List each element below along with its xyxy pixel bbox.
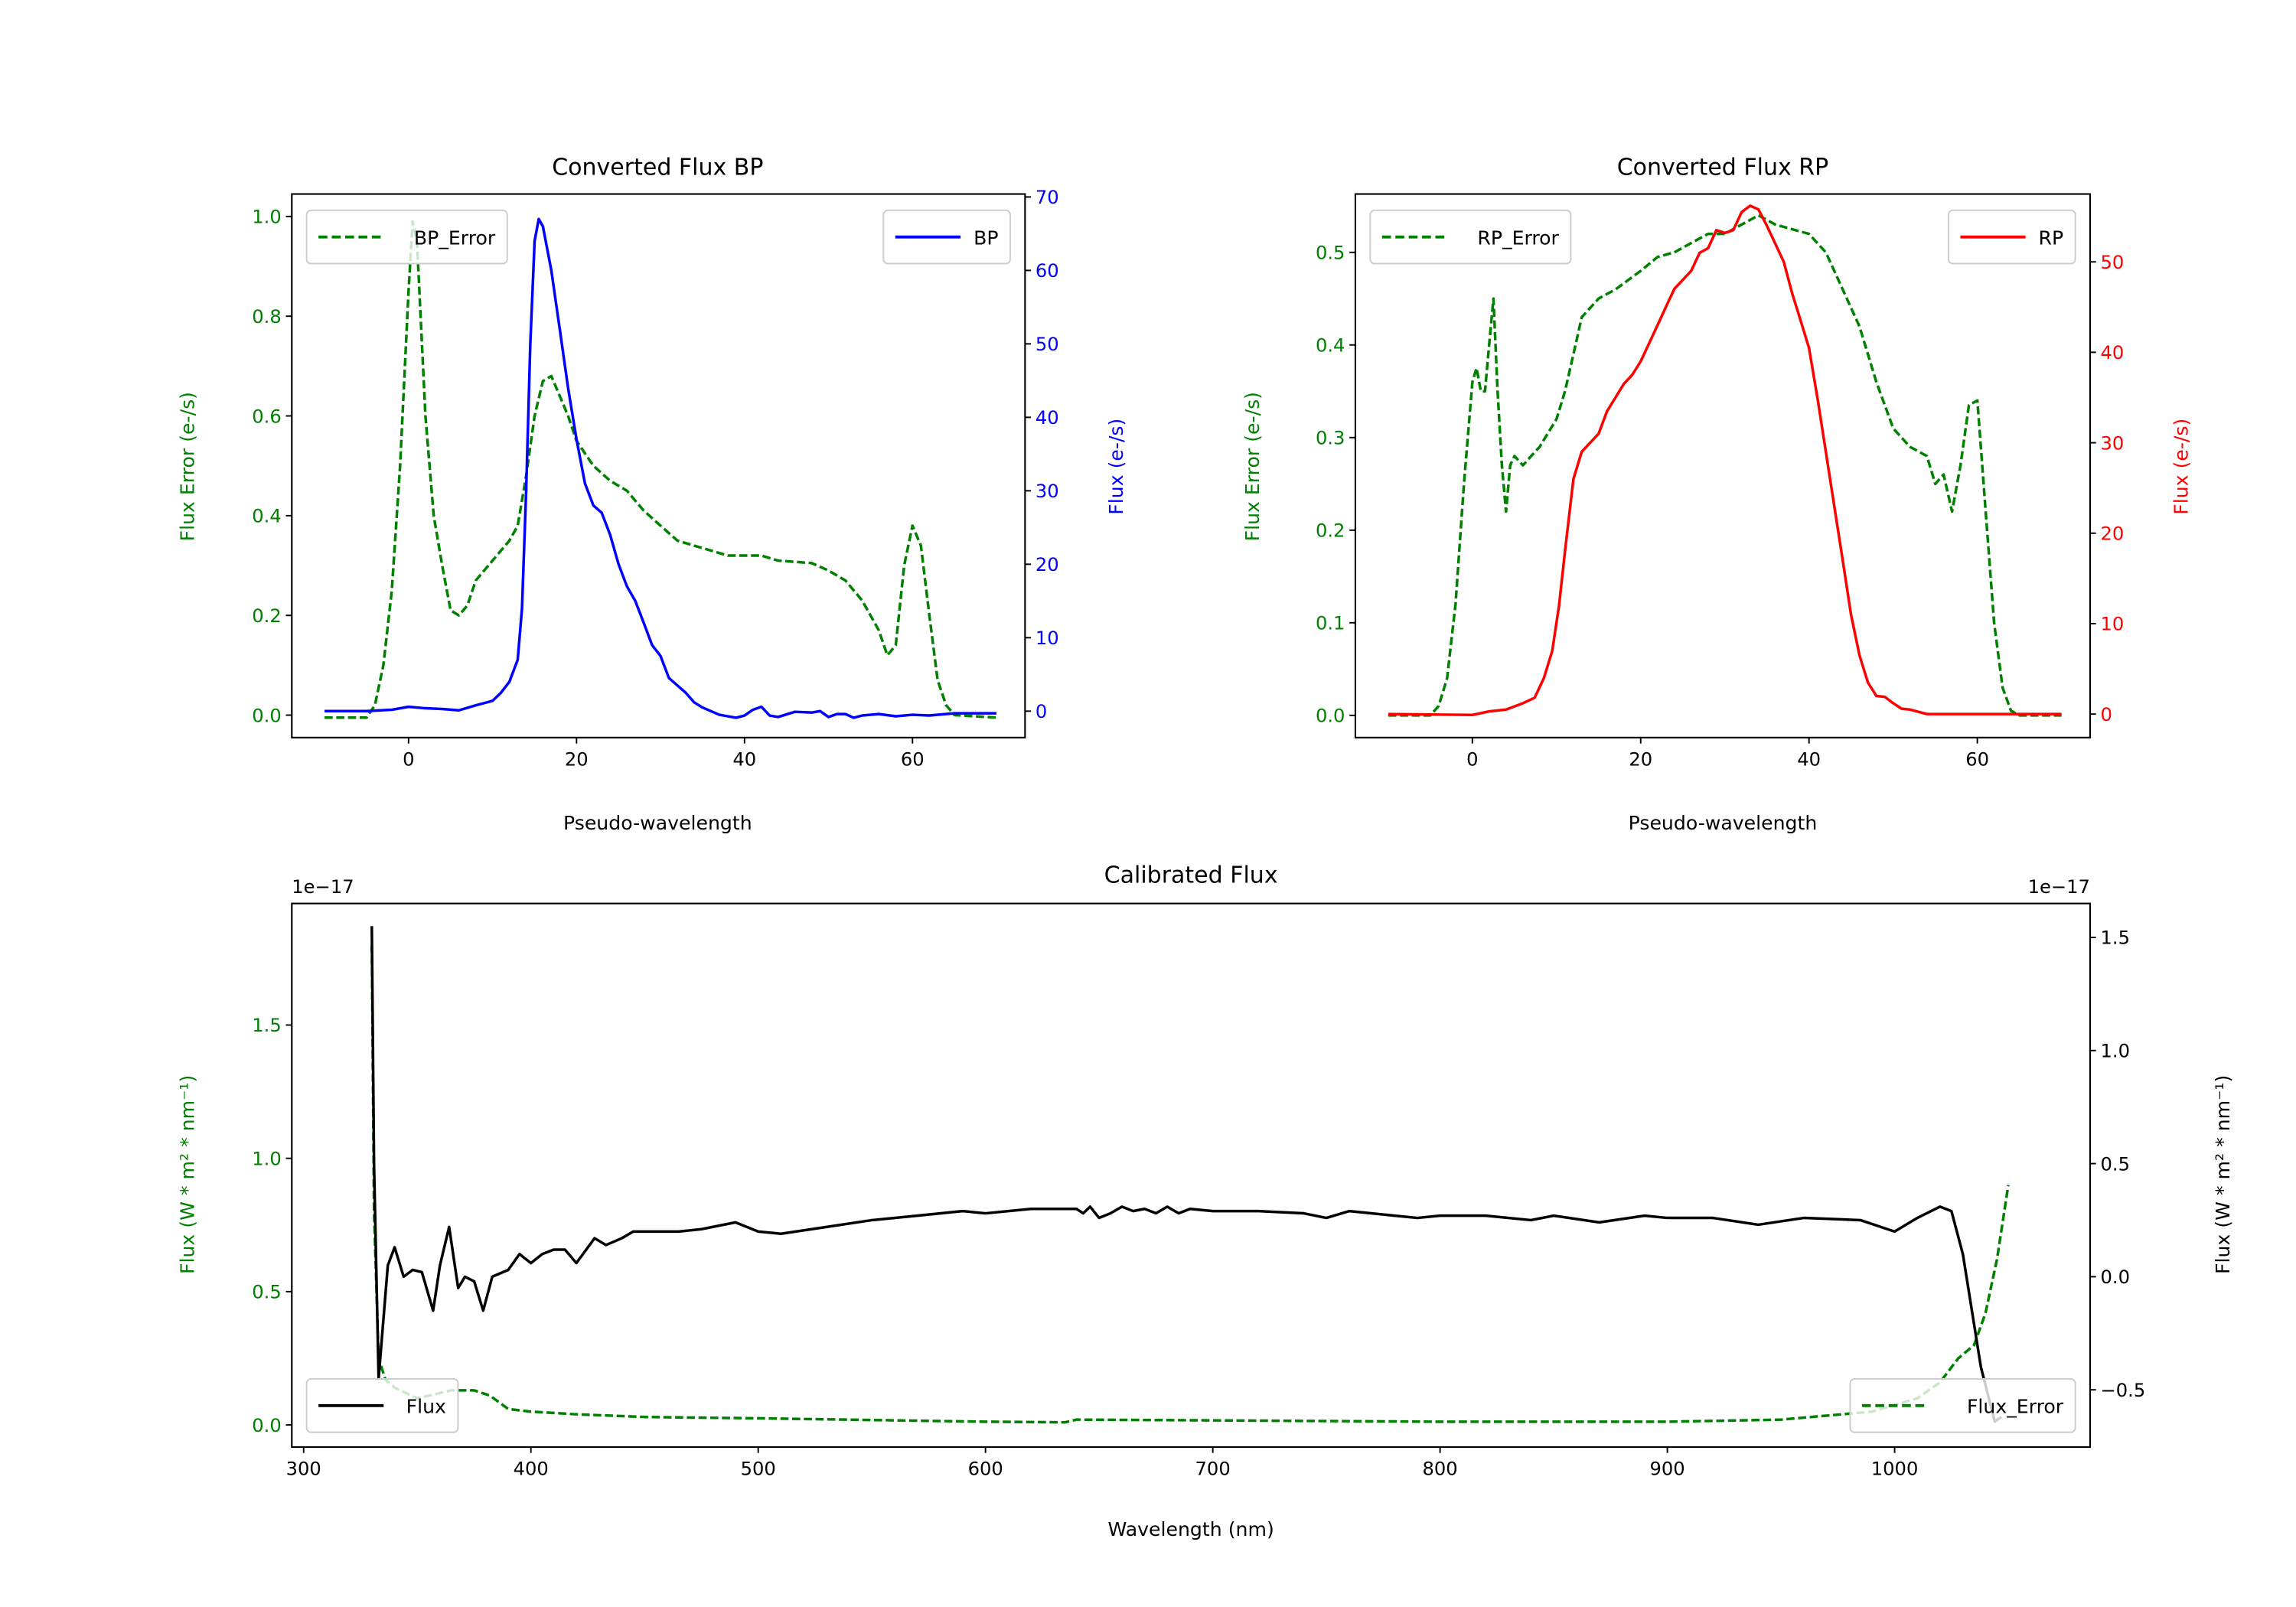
y-left-tick-label: 0.2 [1316,520,1345,542]
y-right-tick-label: 40 [2101,342,2125,363]
y-right-tick-label: 70 [1035,187,1059,208]
y-right-tick-label: 1.0 [2101,1040,2130,1061]
x-tick-label: 0 [1466,749,1478,771]
legend-label: Flux [406,1395,446,1417]
x-tick-label: 60 [1965,749,1989,771]
legend-rp-error: RP_Error [1369,209,1572,265]
y-left-tick-label: 0.0 [1316,706,1345,727]
y-left-tick-label: 0.4 [252,506,281,527]
y-left-tick-label: 0.6 [252,406,281,427]
x-axis-label-rp: Pseudo-wavelength [1629,812,1818,834]
x-axis-label-bp: Pseudo-wavelength [563,812,752,834]
legend-label: Flux_Error [1967,1395,2064,1417]
y-left-tick-label: 0.1 [1316,613,1345,634]
plot-rp: 0 20 40 60 0.0 0.1 0.2 0.3 0.4 0.5 0 10 20 30 40 50 RP_E… [1316,193,2125,771]
y-right-tick-label: 0 [2101,704,2112,725]
legend-label: RP [2038,227,2063,249]
x-tick-label: 0 [403,749,414,771]
y-left-tick-label: 0.4 [1316,335,1345,357]
y-left-tick-label: 1.5 [252,1015,281,1036]
y-right-tick-label: −0.5 [2101,1380,2146,1401]
y-axis-right-label-bp: Flux (e-/s) [1105,419,1127,515]
plot-bp: 0 20 40 60 0.0 0.2 0.4 0.6 0.8 1.0 0 10 20 30 40 50 60 70… [252,187,1058,771]
x-tick-label: 20 [1629,749,1652,771]
series-line-bp-error [325,220,997,719]
x-tick-label: 300 [286,1459,321,1480]
y-left-tick-label: 0.2 [252,605,281,627]
y-left-tick-label: 0.5 [252,1282,281,1303]
y-right-tick-label: 50 [1035,334,1059,355]
chart-title-rp: Converted Flux RP [1617,154,1829,181]
y-left-tick-label: 1.0 [252,1148,281,1169]
y-right-tick-label: 60 [1035,260,1059,282]
y-axis-left-label-bp: Flux Error (e-/s) [177,392,199,541]
y-right-tick-label: 10 [1035,627,1059,649]
legend-flux-error: Flux_Error [1849,1377,2076,1433]
x-axis-label-calibrated: Wavelength (nm) [1107,1518,1274,1540]
y-right-tick-label: 0.0 [2101,1266,2130,1288]
legend-label: RP_Error [1477,227,1559,249]
y-axis-right-label-calibrated: Flux (W * m² * nm⁻¹) [2212,1075,2234,1274]
y-right-tick-label: 1.5 [2101,927,2130,949]
x-tick-label: 1000 [1871,1459,1919,1480]
legend-label: BP [974,227,998,249]
y-left-tick-label: 0.5 [1316,242,1345,263]
legend-flux: Flux [305,1377,459,1433]
legend-bp: BP [882,209,1011,265]
y-left-tick-label: 1.0 [252,207,281,228]
y-left-tick-label: 0.8 [252,306,281,328]
y-right-tick-label: 50 [2101,252,2125,273]
x-tick-label: 20 [565,749,589,771]
series-line-flux [370,926,2003,1423]
y-axis-right-label-rp: Flux (e-/s) [2170,419,2193,515]
x-tick-label: 900 [1650,1459,1685,1480]
y-axis-left-label-calibrated: Flux (W * m² * nm⁻¹) [177,1075,199,1274]
axes-frame [291,902,2092,1449]
legend-box [1849,1377,2076,1433]
chart-title-calibrated: Calibrated Flux [1104,862,1278,889]
axes-frame [1354,193,2092,738]
y-left-tick-label: 0.3 [1316,428,1345,449]
x-tick-label: 40 [732,749,756,771]
y-right-tick-label: 30 [1035,481,1059,502]
x-tick-label: 60 [901,749,925,771]
y-right-tick-label: 20 [1035,554,1059,575]
axes-frame [291,193,1026,738]
y-left-tick-label: 0.0 [252,1415,281,1436]
series-line-flux-error [370,945,2010,1424]
legend-box [305,209,508,265]
legend-rp: RP [1947,209,2076,265]
y-right-tick-label: 0 [1035,701,1047,722]
y-right-tick-label: 30 [2101,432,2125,454]
y-right-tick-label: 40 [1035,407,1059,429]
y-right-tick-label: 0.5 [2101,1153,2130,1175]
y-right-tick-label: 10 [2101,614,2125,635]
legend-box [1369,209,1572,265]
y-axis-left-label-rp: Flux Error (e-/s) [1241,392,1264,541]
y-right-tick-label: 20 [2101,523,2125,544]
x-tick-label: 800 [1423,1459,1458,1480]
y-left-tick-label: 0.0 [252,705,281,726]
x-tick-label: 600 [968,1459,1003,1480]
legend-label: BP_Error [414,227,496,249]
x-tick-label: 700 [1195,1459,1231,1480]
series-line-bp [325,217,997,719]
series-line-rp [1388,204,2062,716]
x-tick-label: 500 [741,1459,776,1480]
y-offset-left-calibrated: 1e−17 [292,876,354,898]
plot-calibrated: 300 400 500 600 700 800 900 1000 0.0 0.5 1.0 1.5 −0.… [252,902,2146,1480]
series-line-rp-error [1388,214,2062,717]
y-offset-right-calibrated: 1e−17 [2028,876,2090,898]
legend-bp-error: BP_Error [305,209,508,265]
chart-title-bp: Converted Flux BP [552,154,763,181]
x-tick-label: 400 [514,1459,549,1480]
x-tick-label: 40 [1797,749,1821,771]
